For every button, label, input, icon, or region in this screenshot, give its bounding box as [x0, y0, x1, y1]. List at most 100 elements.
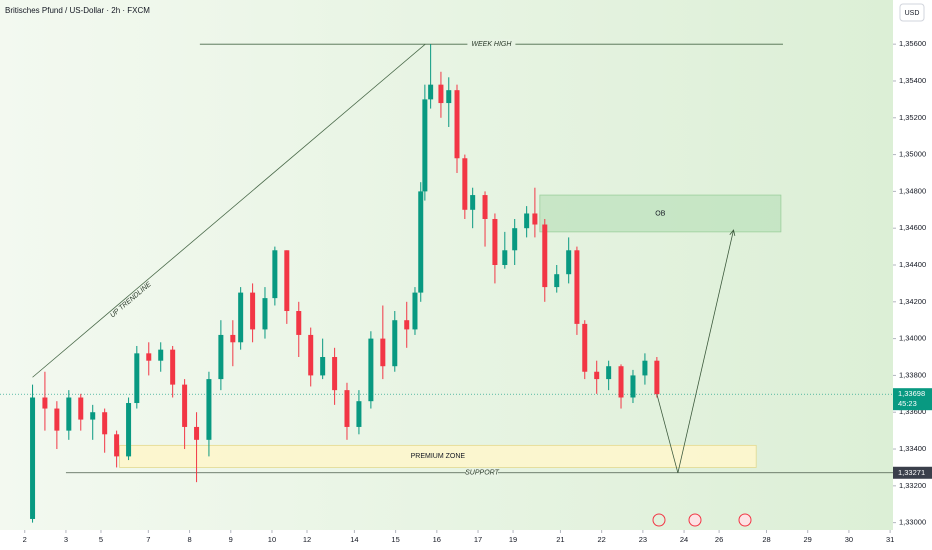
x-tick-label: 8 — [187, 535, 191, 544]
candle-body — [368, 338, 374, 402]
candle-body — [344, 390, 350, 427]
countdown-label: 45:23 — [898, 399, 917, 408]
candle-body — [230, 334, 236, 343]
y-tick-label: 1,34200 — [899, 297, 926, 306]
x-tick-label: 16 — [433, 535, 441, 544]
candle-body — [42, 397, 48, 409]
candle-body — [524, 213, 530, 229]
x-tick-label: 22 — [597, 535, 605, 544]
candle-body — [438, 84, 444, 104]
candle-body — [262, 298, 268, 330]
x-tick-label: 17 — [474, 535, 482, 544]
candle-body — [102, 412, 108, 435]
plot-background — [0, 0, 893, 530]
x-tick-label: 3 — [64, 535, 68, 544]
candle-body — [114, 434, 120, 457]
candle-body — [574, 250, 580, 324]
y-tick-label: 1,35200 — [899, 113, 926, 122]
projection-path — [656, 229, 734, 474]
x-tick-label: 12 — [303, 535, 311, 544]
label-bg — [467, 39, 516, 50]
candle-body — [66, 397, 72, 431]
candle-body — [512, 228, 518, 251]
event-icons — [652, 513, 752, 527]
chart-title: Britisches Pfund / US-Dollar · 2h · FXCM — [5, 6, 150, 15]
candle-body — [238, 292, 244, 343]
candle-body — [206, 379, 212, 440]
candle-body — [542, 224, 548, 288]
candle-body — [296, 311, 302, 335]
currency-button[interactable] — [899, 3, 925, 22]
premium-zone — [119, 444, 757, 468]
candle-body — [594, 371, 600, 380]
candle-body — [618, 366, 624, 398]
event-icon[interactable] — [652, 513, 666, 527]
x-tick-label: 31 — [886, 535, 894, 544]
x-tick-label: 28 — [762, 535, 770, 544]
premium-zone-label: PREMIUM ZONE — [411, 453, 466, 460]
candle-body — [566, 250, 572, 275]
label-bg — [466, 467, 498, 478]
candle-body — [284, 250, 290, 312]
y-tick-label: 1,34400 — [899, 260, 926, 269]
candle-body — [642, 360, 648, 376]
arrow-head — [729, 229, 736, 236]
candle-body — [492, 218, 498, 265]
candle-body — [412, 292, 418, 330]
ob-zone — [539, 194, 782, 233]
candle-body — [272, 250, 278, 299]
candle-body — [90, 412, 96, 420]
candle-body — [78, 397, 84, 420]
candle-body — [470, 195, 476, 210]
candle-body — [194, 426, 200, 440]
candle-body — [182, 384, 188, 427]
candle-body — [170, 349, 176, 385]
candle-body — [428, 84, 434, 100]
week-high-label: WEEK HIGH — [471, 41, 512, 48]
y-tick-label: 1,34600 — [899, 223, 926, 232]
candle-body — [320, 357, 326, 376]
candle-body — [54, 408, 60, 431]
x-tick-label: 23 — [639, 535, 647, 544]
candle-body — [446, 90, 452, 104]
candle-body — [582, 323, 588, 372]
event-icon[interactable] — [688, 513, 702, 527]
candle-body — [126, 403, 132, 457]
candles — [30, 44, 660, 523]
candle-body — [218, 334, 224, 380]
x-tick-label: 15 — [391, 535, 399, 544]
currency-label[interactable]: USD — [905, 10, 920, 17]
y-tick-label: 1,33400 — [899, 444, 926, 453]
candle-body — [422, 99, 428, 192]
y-tick-label: 1,35000 — [899, 150, 926, 159]
last-price-label: 1,33698 — [898, 389, 925, 398]
candle-body — [134, 353, 140, 404]
ob-zone-label: OB — [655, 210, 665, 217]
candle-body — [418, 191, 424, 293]
candle-body — [554, 274, 560, 288]
candle-body — [146, 353, 152, 361]
candle-body — [332, 357, 338, 391]
event-icon[interactable] — [738, 513, 752, 527]
candle-body — [380, 338, 386, 367]
x-tick-label: 7 — [146, 535, 150, 544]
candle-body — [250, 292, 256, 330]
x-tick-label: 19 — [509, 535, 517, 544]
candle-body — [532, 213, 538, 225]
candle-body — [392, 320, 398, 367]
y-tick-label: 1,33200 — [899, 481, 926, 490]
x-tick-label: 10 — [268, 535, 276, 544]
x-tick-label: 30 — [845, 535, 853, 544]
x-tick-label: 5 — [99, 535, 103, 544]
y-tick-label: 1,33800 — [899, 370, 926, 379]
y-tick-label: 1,33000 — [899, 518, 926, 527]
candle-body — [158, 349, 164, 361]
x-tick-label: 21 — [556, 535, 564, 544]
support-price-box — [893, 466, 932, 479]
x-tick-label: 26 — [715, 535, 723, 544]
trendline — [32, 43, 426, 378]
candle-body — [356, 401, 362, 427]
support-label: SUPPORT — [465, 470, 499, 477]
y-tick-label: 1,33600 — [899, 407, 926, 416]
